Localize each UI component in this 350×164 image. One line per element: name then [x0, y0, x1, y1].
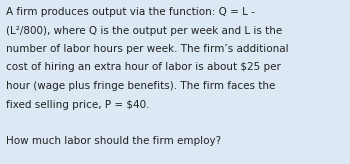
Text: fixed selling price, P = $40.: fixed selling price, P = $40. — [6, 100, 149, 110]
Text: hour (wage plus fringe benefits). The firm faces the: hour (wage plus fringe benefits). The fi… — [6, 81, 275, 91]
Text: How much labor should the firm employ?: How much labor should the firm employ? — [6, 136, 221, 146]
Text: cost of hiring an extra hour of labor is about $25 per: cost of hiring an extra hour of labor is… — [6, 62, 281, 72]
Text: number of labor hours per week. The firm’s additional: number of labor hours per week. The firm… — [6, 44, 289, 54]
Text: (L²/800), where Q is the output per week and L is the: (L²/800), where Q is the output per week… — [6, 25, 282, 35]
Text: A firm produces output via the function: Q = L -: A firm produces output via the function:… — [6, 7, 255, 17]
